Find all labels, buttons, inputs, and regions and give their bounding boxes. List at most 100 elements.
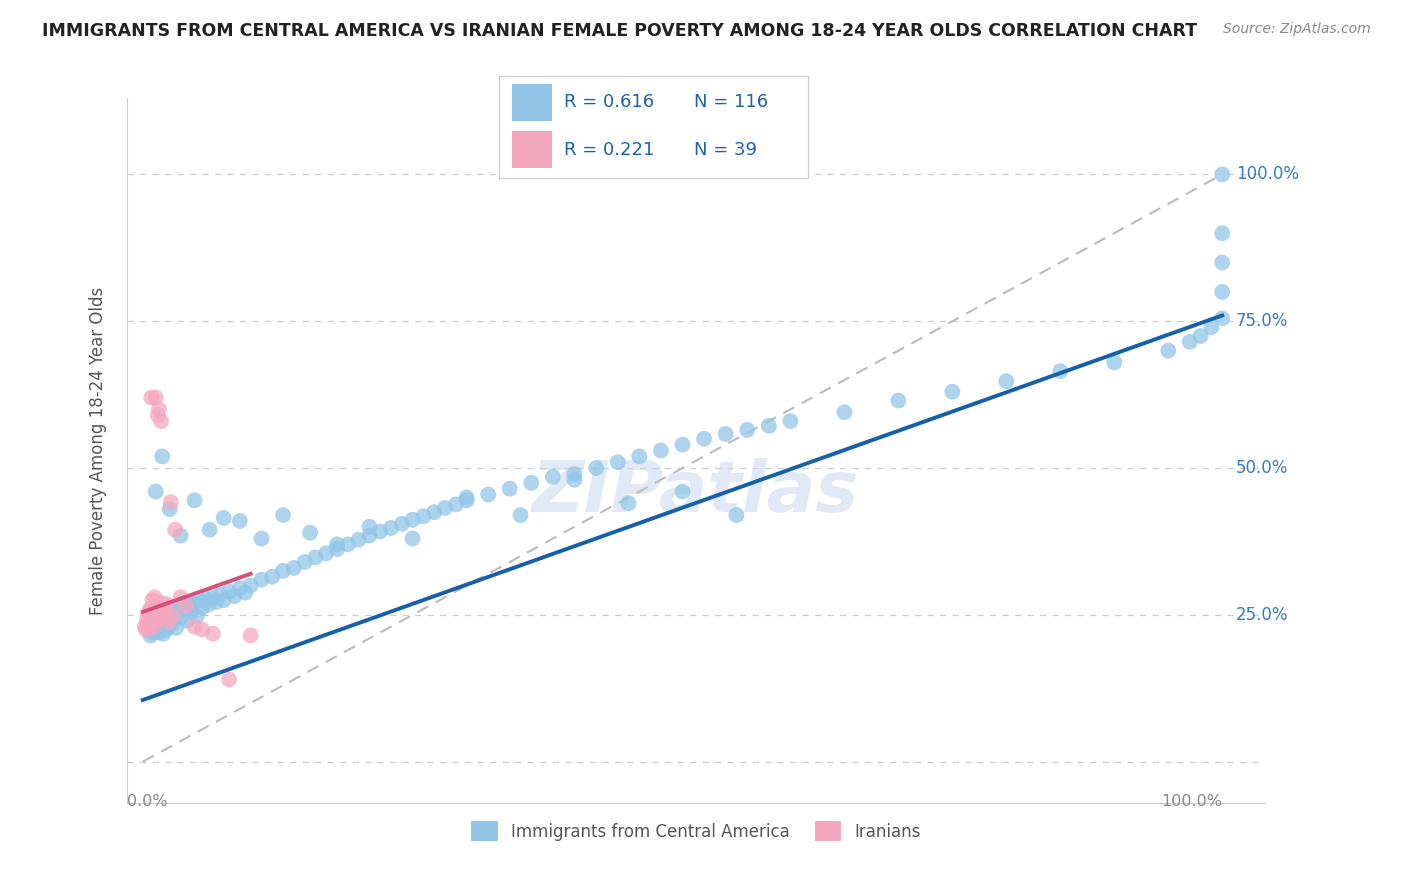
Point	[139, 628, 162, 642]
Point	[136, 607, 159, 622]
Point	[180, 605, 202, 619]
Point	[143, 614, 166, 628]
Point	[155, 600, 177, 615]
Point	[150, 596, 173, 610]
Point	[735, 423, 758, 437]
Point	[212, 593, 235, 607]
Point	[359, 520, 381, 534]
Point	[271, 564, 294, 578]
Point	[304, 550, 326, 565]
Point	[162, 613, 184, 627]
Point	[201, 591, 224, 605]
Point	[1211, 285, 1233, 299]
Point	[224, 589, 246, 603]
Point	[834, 405, 856, 419]
Y-axis label: Female Poverty Among 18-24 Year Olds: Female Poverty Among 18-24 Year Olds	[89, 286, 107, 615]
Point	[671, 484, 693, 499]
Point	[585, 461, 607, 475]
Point	[145, 618, 167, 632]
Text: R = 0.616: R = 0.616	[564, 94, 654, 112]
Point	[162, 609, 184, 624]
Point	[205, 595, 228, 609]
Point	[136, 619, 159, 633]
Legend: Immigrants from Central America, Iranians: Immigrants from Central America, Iranian…	[464, 814, 928, 847]
Point	[779, 414, 801, 428]
Point	[156, 609, 179, 624]
Text: 75.0%: 75.0%	[1236, 312, 1288, 330]
Point	[995, 374, 1018, 388]
Point	[336, 537, 359, 551]
Point	[169, 591, 191, 605]
Text: 0.0%: 0.0%	[127, 794, 167, 809]
Point	[155, 597, 177, 611]
Point	[142, 619, 165, 633]
Point	[183, 619, 205, 633]
Point	[143, 591, 166, 605]
Point	[176, 614, 198, 628]
Point	[141, 611, 163, 625]
Text: N = 39: N = 39	[695, 141, 756, 159]
Point	[564, 467, 586, 481]
Point	[1211, 226, 1233, 240]
Point	[187, 593, 209, 607]
FancyBboxPatch shape	[512, 84, 551, 121]
Point	[172, 603, 194, 617]
Point	[150, 414, 173, 428]
Point	[401, 532, 423, 546]
Text: IMMIGRANTS FROM CENTRAL AMERICA VS IRANIAN FEMALE POVERTY AMONG 18-24 YEAR OLDS : IMMIGRANTS FROM CENTRAL AMERICA VS IRANI…	[42, 22, 1198, 40]
Point	[149, 611, 172, 625]
Point	[150, 613, 173, 627]
Point	[250, 573, 273, 587]
Point	[1211, 311, 1233, 326]
Point	[262, 570, 284, 584]
Point	[628, 450, 651, 464]
Point	[136, 614, 159, 628]
Point	[326, 537, 349, 551]
Point	[380, 521, 402, 535]
Text: Source: ZipAtlas.com: Source: ZipAtlas.com	[1223, 22, 1371, 37]
Point	[134, 619, 156, 633]
Point	[141, 391, 163, 405]
Point	[520, 475, 543, 490]
Point	[1049, 364, 1071, 378]
Point	[499, 482, 522, 496]
Text: ZIPatlas: ZIPatlas	[533, 458, 859, 527]
Point	[233, 585, 256, 599]
Point	[179, 599, 201, 613]
Point	[250, 532, 273, 546]
Point	[155, 615, 177, 629]
Point	[564, 473, 586, 487]
Point	[1211, 255, 1233, 269]
Point	[160, 616, 183, 631]
Point	[1189, 329, 1212, 343]
Point	[198, 523, 221, 537]
Point	[423, 505, 446, 519]
Point	[477, 487, 499, 501]
Point	[157, 619, 180, 633]
Point	[315, 546, 337, 560]
Point	[218, 584, 240, 599]
Point	[368, 524, 391, 539]
Point	[183, 493, 205, 508]
Text: 50.0%: 50.0%	[1236, 459, 1288, 477]
Point	[141, 623, 163, 637]
Point	[456, 493, 478, 508]
Point	[433, 501, 456, 516]
Point	[194, 591, 217, 606]
Point	[197, 597, 219, 611]
Point	[148, 402, 170, 417]
Point	[218, 673, 240, 687]
Point	[1157, 343, 1180, 358]
Point	[509, 508, 531, 522]
Point	[359, 528, 381, 542]
Point	[606, 455, 628, 469]
Point	[294, 555, 316, 569]
Point	[148, 625, 170, 640]
Point	[141, 625, 163, 640]
Point	[146, 408, 169, 422]
Point	[169, 611, 191, 625]
Point	[1201, 320, 1223, 334]
Point	[183, 596, 205, 610]
Point	[212, 511, 235, 525]
Point	[138, 605, 160, 619]
